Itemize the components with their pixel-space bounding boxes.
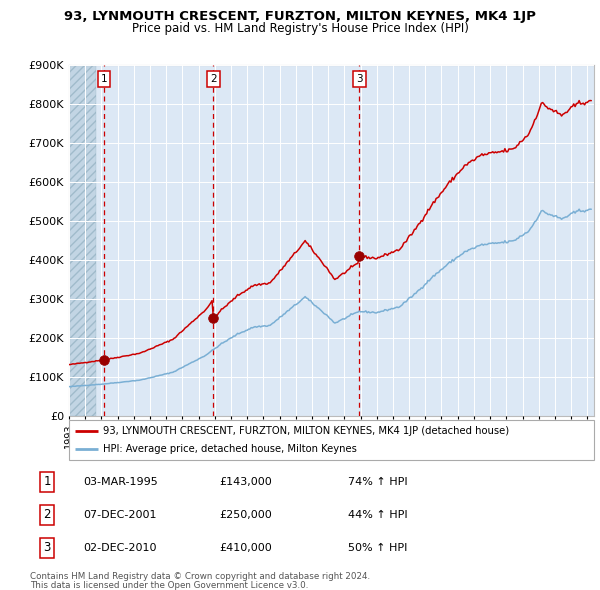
- Text: 3: 3: [44, 541, 51, 555]
- Bar: [69, 65, 96, 416]
- Text: 2: 2: [44, 508, 51, 522]
- Text: 07-DEC-2001: 07-DEC-2001: [83, 510, 157, 520]
- Text: 93, LYNMOUTH CRESCENT, FURZTON, MILTON KEYNES, MK4 1JP: 93, LYNMOUTH CRESCENT, FURZTON, MILTON K…: [64, 10, 536, 23]
- Text: £250,000: £250,000: [220, 510, 272, 520]
- Bar: [69, 65, 96, 416]
- Text: 93, LYNMOUTH CRESCENT, FURZTON, MILTON KEYNES, MK4 1JP (detached house): 93, LYNMOUTH CRESCENT, FURZTON, MILTON K…: [103, 426, 509, 436]
- Text: £410,000: £410,000: [220, 543, 272, 553]
- Text: 44% ↑ HPI: 44% ↑ HPI: [348, 510, 407, 520]
- Text: £143,000: £143,000: [220, 477, 272, 487]
- Text: HPI: Average price, detached house, Milton Keynes: HPI: Average price, detached house, Milt…: [103, 444, 357, 454]
- Text: 74% ↑ HPI: 74% ↑ HPI: [348, 477, 407, 487]
- Text: Contains HM Land Registry data © Crown copyright and database right 2024.: Contains HM Land Registry data © Crown c…: [30, 572, 370, 581]
- Text: 50% ↑ HPI: 50% ↑ HPI: [348, 543, 407, 553]
- Text: 3: 3: [356, 74, 362, 84]
- Text: 03-MAR-1995: 03-MAR-1995: [83, 477, 158, 487]
- Text: Price paid vs. HM Land Registry's House Price Index (HPI): Price paid vs. HM Land Registry's House …: [131, 22, 469, 35]
- Text: 1: 1: [44, 475, 51, 489]
- Text: 02-DEC-2010: 02-DEC-2010: [83, 543, 157, 553]
- Text: This data is licensed under the Open Government Licence v3.0.: This data is licensed under the Open Gov…: [30, 581, 308, 589]
- Text: 1: 1: [101, 74, 107, 84]
- FancyBboxPatch shape: [69, 420, 594, 460]
- Text: 2: 2: [210, 74, 217, 84]
